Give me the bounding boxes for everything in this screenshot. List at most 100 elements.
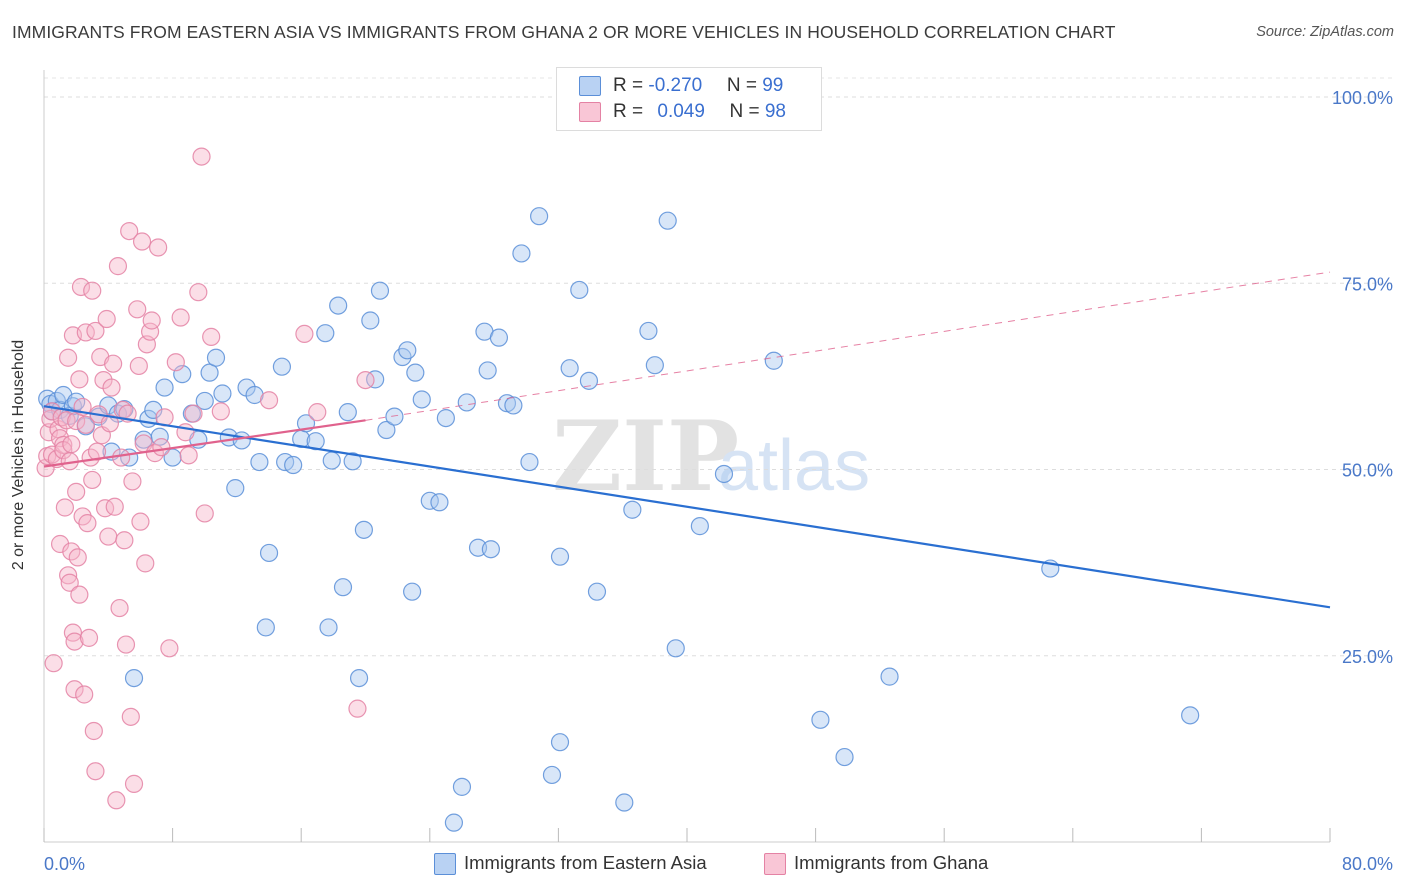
ghana-point	[62, 435, 81, 454]
y-tick-label: 50.0%	[1342, 461, 1393, 481]
watermark-zip: ZIP	[552, 400, 739, 513]
legend-swatch-eastern-asia	[434, 853, 456, 875]
ghana-point	[110, 598, 129, 618]
eastern-asia-point	[623, 500, 642, 519]
ghana-point	[65, 680, 84, 699]
ghana-point	[65, 632, 84, 651]
ghana-trend-extension	[365, 271, 1331, 421]
stats-swatch-ghana	[579, 102, 601, 122]
ghana-point	[112, 448, 131, 467]
eastern-asia-point	[322, 451, 341, 470]
ghana-point	[84, 721, 103, 741]
eastern-asia-point	[811, 710, 830, 729]
tick-labels: 25.0% 50.0% 75.0% 100.0% 0.0% 80.0%	[44, 88, 1393, 874]
eastern-asia-point	[124, 668, 144, 688]
eastern-asia-point	[319, 618, 338, 637]
watermark: ZIP atlas	[552, 400, 870, 513]
eastern-asia-point	[412, 390, 431, 409]
ghana-point	[124, 774, 144, 793]
ghana-point	[70, 585, 89, 604]
eastern-asia-point	[570, 280, 589, 300]
stats-n-label: N =	[729, 101, 765, 122]
ghana-point	[184, 404, 203, 423]
ghana-point	[71, 277, 91, 297]
ghana-point	[75, 685, 94, 704]
stats-n-label: N =	[726, 75, 763, 96]
chart-title: IMMIGRANTS FROM EASTERN ASIA VS IMMIGRAN…	[12, 22, 1116, 42]
eastern-asia-point	[560, 359, 579, 378]
legend-label: Immigrants from Ghana	[794, 852, 989, 873]
eastern-asia-point	[542, 765, 562, 785]
eastern-asia-point	[338, 403, 357, 422]
eastern-asia-point	[520, 452, 539, 472]
ghana-point	[149, 238, 168, 257]
eastern-asia-point	[639, 321, 658, 341]
eastern-asia-point	[714, 464, 734, 484]
eastern-asia-point	[385, 407, 404, 426]
ghana-point	[192, 147, 211, 166]
ghana-point	[108, 257, 128, 276]
eastern-asia-point	[504, 396, 523, 415]
eastern-asia-point	[259, 543, 279, 563]
trend-lines	[43, 271, 1331, 609]
ghana-point	[195, 504, 214, 523]
stats-n-value: 99	[762, 75, 784, 96]
ghana-point	[83, 470, 102, 490]
eastern-asia-point	[481, 540, 500, 559]
eastern-asia-point	[206, 348, 226, 367]
eastern-asia-point	[403, 582, 422, 601]
eastern-asia-point	[420, 491, 439, 510]
stats-swatch-eastern-asia	[579, 76, 601, 96]
eastern-asia-point	[354, 520, 373, 539]
ghana-point	[70, 370, 89, 389]
ghana-point	[211, 402, 230, 421]
stats-r-value: -0.270	[648, 75, 703, 96]
ghana-point	[123, 472, 142, 491]
legend-swatch-ghana	[764, 853, 786, 875]
eastern-asia-point	[478, 361, 497, 380]
eastern-asia-point	[366, 370, 385, 389]
ghana-point	[107, 791, 126, 810]
ghana-point	[59, 566, 78, 585]
eastern-asia-point	[452, 777, 472, 796]
x-tick-label: 0.0%	[44, 854, 85, 874]
eastern-asia-points	[38, 207, 1200, 832]
ghana-point	[59, 348, 78, 367]
ghana-point	[129, 356, 148, 376]
eastern-asia-point	[550, 733, 570, 752]
eastern-asia-point	[658, 211, 677, 230]
eastern-asia-point	[587, 582, 607, 601]
ghana-point	[116, 635, 136, 654]
eastern-asia-point	[764, 351, 783, 370]
y-tick-label: 100.0%	[1332, 88, 1393, 108]
eastern-asia-point	[512, 244, 531, 263]
ghana-point	[60, 573, 79, 592]
eastern-asia-point	[1181, 706, 1200, 725]
ghana-point	[152, 438, 171, 457]
eastern-asia-point	[457, 393, 476, 412]
ghana-point	[115, 531, 134, 550]
eastern-asia-point	[195, 391, 214, 411]
grid-lines	[44, 77, 1392, 657]
eastern-asia-point	[329, 296, 348, 315]
ghana-point	[44, 654, 63, 673]
eastern-asia-point	[272, 357, 292, 376]
eastern-asia-point	[155, 378, 174, 397]
ghana-point	[120, 222, 139, 241]
eastern-asia-point	[284, 455, 303, 475]
eastern-asia-point	[377, 420, 396, 440]
ghana-point	[142, 311, 161, 330]
ghana-point	[121, 707, 140, 726]
eastern-asia-point	[579, 371, 599, 390]
eastern-asia-point	[226, 479, 245, 498]
ghana-point	[95, 499, 115, 518]
eastern-asia-point	[666, 639, 685, 658]
ghana-point	[189, 283, 208, 302]
eastern-asia-point	[361, 311, 380, 330]
ghana-point	[179, 446, 198, 465]
ghana-point	[76, 323, 95, 342]
ghana-point	[356, 371, 375, 390]
ghana-point	[102, 378, 121, 397]
eastern-asia-point	[444, 813, 464, 832]
eastern-asia-point	[232, 431, 251, 450]
